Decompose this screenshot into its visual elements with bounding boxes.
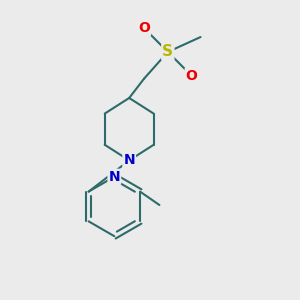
Text: N: N [109,170,120,184]
Text: S: S [162,44,173,59]
Text: O: O [138,21,150,35]
Text: O: O [186,69,197,83]
Text: N: N [123,153,135,167]
